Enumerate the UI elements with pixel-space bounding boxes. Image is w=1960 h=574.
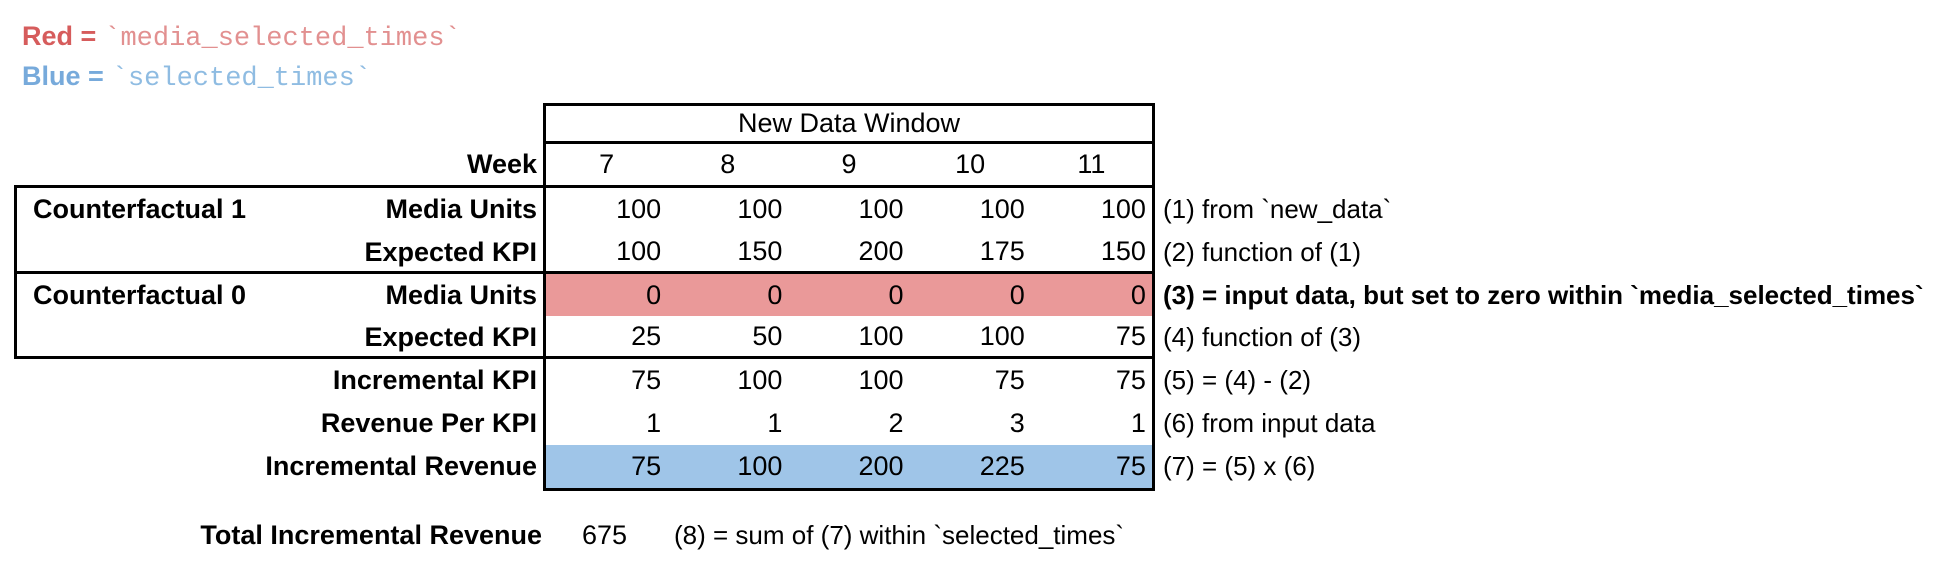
data-cell: 100 (858, 194, 904, 224)
row-label-media-units-cf1: Media Units (385, 194, 537, 224)
data-cell: 0 (888, 280, 904, 310)
data-cell: 100 (979, 194, 1025, 224)
legend-blue-line: Blue = `selected_times` (22, 56, 461, 96)
total-row: Total Incremental Revenue 675 (8) = sum … (0, 514, 1960, 556)
data-grid: New Data Window 7 8 9 10 11 100 100 100 … (543, 103, 1155, 491)
row-label-expected-kpi-cf0: Expected KPI (364, 322, 537, 352)
data-cell: 75 (994, 365, 1025, 395)
data-cell: 100 (858, 365, 904, 395)
data-row-incremental-kpi: 75 100 100 75 75 (546, 359, 1152, 402)
legend: Red = `media_selected_times` Blue = `selec… (22, 16, 461, 96)
data-cell: 75 (1115, 365, 1146, 395)
data-cell: 50 (752, 321, 783, 351)
row-label-incremental-revenue: Incremental Revenue (265, 451, 537, 481)
note-5: (5) = (4) - (2) (1163, 365, 1312, 395)
data-cell: 100 (616, 236, 662, 266)
week-header-cell: 9 (841, 149, 857, 179)
note-4: (4) function of (3) (1163, 322, 1361, 352)
legend-red-line: Red = `media_selected_times` (22, 16, 461, 56)
group-label-counterfactual-0: Counterfactual 0 (33, 279, 247, 310)
row-label-media-units-cf0: Media Units (385, 279, 537, 310)
data-cell: 75 (1115, 451, 1146, 481)
data-row-expected-kpi-cf0: 25 50 100 100 75 (546, 316, 1152, 359)
data-cell: 0 (646, 280, 662, 310)
note-8: (8) = sum of (7) within `selected_times` (674, 520, 1125, 550)
data-row-revenue-per-kpi: 1 1 2 3 1 (546, 402, 1152, 445)
week-header-cell: 7 (599, 149, 615, 179)
row-label-expected-kpi-cf1: Expected KPI (364, 237, 537, 267)
data-cell: 0 (767, 280, 783, 310)
total-value: 675 (581, 520, 628, 550)
week-header-row: 7 8 9 10 11 (546, 144, 1152, 188)
data-row-media-units-cf1: 100 100 100 100 100 (546, 188, 1152, 231)
data-row-expected-kpi-cf1: 100 150 200 175 150 (546, 231, 1152, 274)
legend-red-label: Red = (22, 21, 97, 51)
data-cell: 200 (858, 451, 904, 481)
data-cell: 75 (631, 451, 662, 481)
note-6: (6) from input data (1163, 408, 1376, 438)
group-label-counterfactual-1: Counterfactual 1 (33, 194, 247, 224)
week-header-cell: 11 (1077, 149, 1106, 179)
note-2: (2) function of (1) (1163, 237, 1361, 267)
data-row-incremental-revenue-highlighted: 75 100 200 225 75 (546, 445, 1152, 488)
week-header-cell: 8 (720, 149, 736, 179)
data-cell: 25 (631, 321, 662, 351)
note-1: (1) from `new_data` (1163, 194, 1392, 224)
row-label-incremental-kpi: Incremental KPI (332, 365, 537, 395)
data-cell: 200 (858, 236, 904, 266)
note-7: (7) = (5) x (6) (1163, 451, 1316, 481)
data-cell: 100 (737, 451, 783, 481)
legend-blue-code: `selected_times` (111, 64, 372, 94)
data-cell: 100 (737, 194, 783, 224)
total-label: Total Incremental Revenue (200, 520, 542, 550)
grid-header: New Data Window (546, 106, 1152, 144)
data-cell: 150 (1100, 236, 1146, 266)
data-cell: 175 (979, 236, 1025, 266)
legend-blue-label: Blue = (22, 61, 104, 91)
data-cell: 0 (1130, 280, 1146, 310)
data-cell: 1 (1130, 408, 1146, 438)
counterfactual-0-box (14, 274, 546, 359)
data-cell: 225 (979, 451, 1025, 481)
legend-red-code: `media_selected_times` (104, 24, 461, 54)
data-cell: 2 (888, 408, 904, 438)
data-cell: 100 (1100, 194, 1146, 224)
data-cell: 100 (616, 194, 662, 224)
data-cell: 75 (631, 365, 662, 395)
data-cell: 150 (737, 236, 783, 266)
data-cell: 1 (646, 408, 662, 438)
data-cell: 1 (767, 408, 783, 438)
data-row-media-units-cf0-highlighted: 0 0 0 0 0 (546, 274, 1152, 316)
counterfactual-1-box (14, 185, 546, 274)
note-3: (3) = input data, but set to zero within… (1163, 279, 1924, 310)
week-header-cell: 10 (955, 149, 986, 179)
data-cell: 3 (1009, 408, 1025, 438)
data-cell: 75 (1115, 321, 1146, 351)
data-cell: 0 (1009, 280, 1025, 310)
week-row-label: Week (466, 149, 537, 179)
data-cell: 100 (737, 365, 783, 395)
data-cell: 100 (979, 321, 1025, 351)
data-cell: 100 (858, 321, 904, 351)
row-label-revenue-per-kpi: Revenue Per KPI (320, 408, 537, 438)
